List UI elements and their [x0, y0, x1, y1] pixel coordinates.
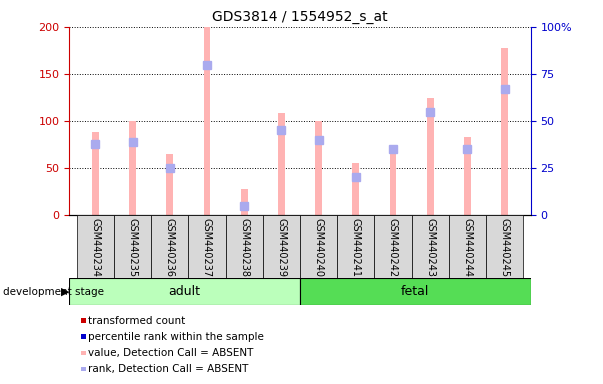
Text: GSM440238: GSM440238	[239, 218, 249, 277]
Bar	[166, 154, 173, 215]
Bar	[151, 215, 188, 278]
Bar	[241, 189, 248, 215]
Text: value, Detection Call = ABSENT: value, Detection Call = ABSENT	[88, 348, 253, 358]
Text: GSM440245: GSM440245	[500, 218, 510, 277]
Bar	[114, 215, 151, 278]
Text: rank, Detection Call = ABSENT: rank, Detection Call = ABSENT	[88, 364, 248, 374]
Bar	[449, 215, 486, 278]
Bar	[486, 215, 523, 278]
Bar	[129, 121, 136, 215]
Text: GSM440237: GSM440237	[202, 218, 212, 277]
Bar	[204, 27, 210, 215]
Text: GSM440235: GSM440235	[128, 218, 137, 277]
Bar	[412, 215, 449, 278]
Bar	[263, 215, 300, 278]
Text: development stage: development stage	[3, 287, 104, 297]
Text: GSM440239: GSM440239	[276, 218, 286, 277]
Bar	[226, 215, 263, 278]
Text: GSM440242: GSM440242	[388, 218, 398, 277]
Bar	[300, 215, 337, 278]
Text: ▶: ▶	[61, 287, 69, 297]
Text: GSM440234: GSM440234	[90, 218, 100, 277]
Text: GSM440243: GSM440243	[425, 218, 435, 277]
Text: GSM440241: GSM440241	[351, 218, 361, 277]
Bar	[69, 278, 300, 305]
Bar	[77, 215, 114, 278]
Text: GSM440240: GSM440240	[314, 218, 324, 277]
Text: GSM440244: GSM440244	[463, 218, 472, 277]
Bar	[188, 215, 226, 278]
Text: GSM440236: GSM440236	[165, 218, 175, 277]
Bar	[92, 132, 99, 215]
Bar	[464, 137, 471, 215]
Bar	[390, 146, 396, 215]
Bar	[337, 215, 374, 278]
Bar	[315, 121, 322, 215]
Bar	[501, 48, 508, 215]
Text: percentile rank within the sample: percentile rank within the sample	[88, 332, 264, 342]
Bar	[278, 113, 285, 215]
Bar	[427, 98, 434, 215]
Text: transformed count: transformed count	[88, 316, 185, 326]
Text: adult: adult	[169, 285, 201, 298]
Bar	[300, 278, 531, 305]
Bar	[374, 215, 412, 278]
Text: fetal: fetal	[401, 285, 429, 298]
Title: GDS3814 / 1554952_s_at: GDS3814 / 1554952_s_at	[212, 10, 388, 25]
Bar	[352, 163, 359, 215]
